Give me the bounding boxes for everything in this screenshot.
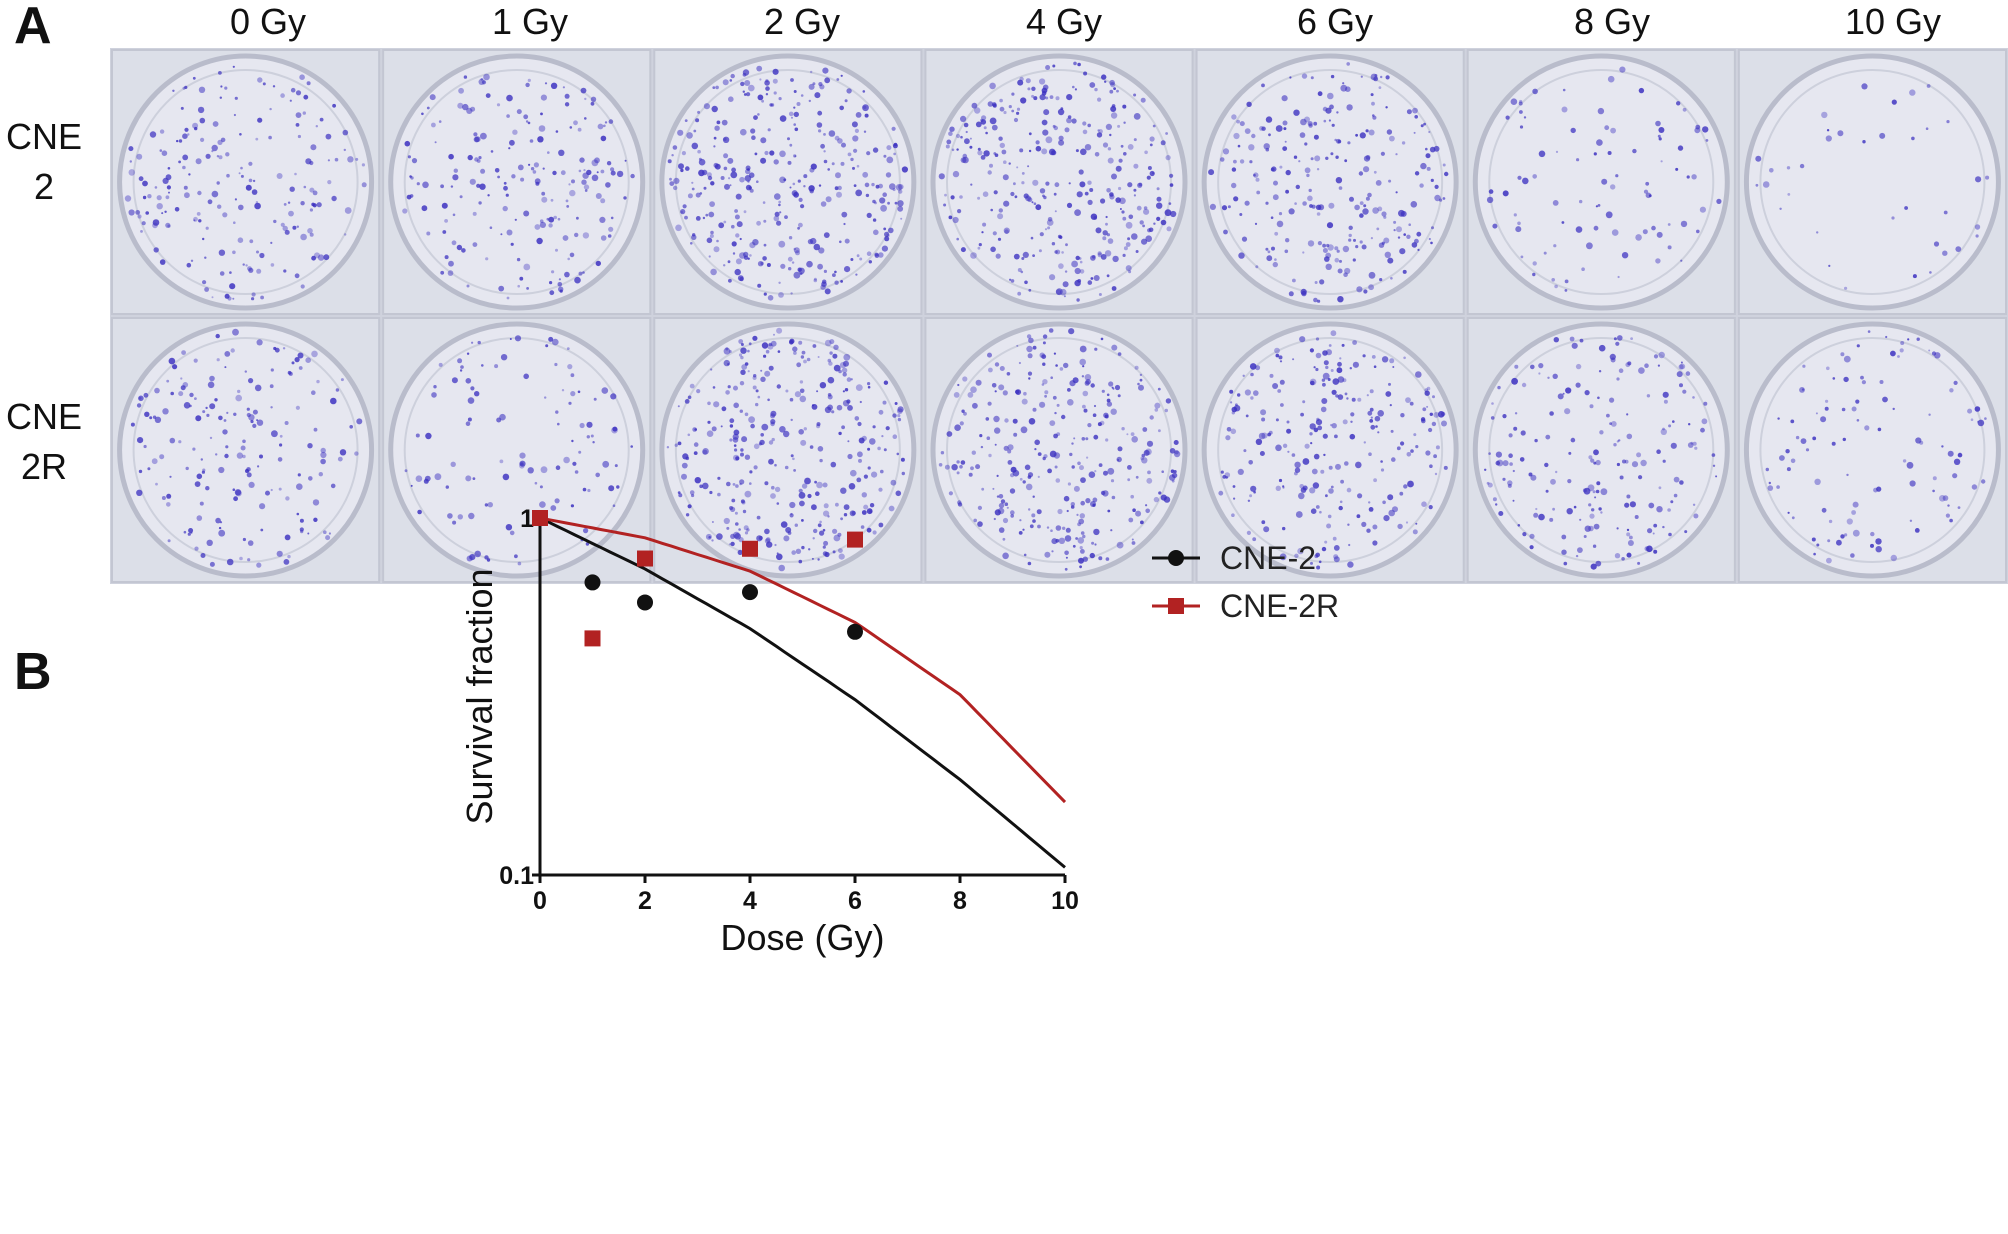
- dose-label-4: 6 Gy: [1296, 1, 1374, 42]
- data-point-cne-2: [742, 584, 758, 601]
- culture-dish: [388, 53, 646, 311]
- panel-a-letter: A: [14, 0, 52, 55]
- x-axis-title: Dose (Gy): [720, 917, 884, 958]
- y-tick-label: 0.1: [499, 862, 534, 890]
- culture-dish: [388, 321, 646, 579]
- row-label-line: 2R: [20, 446, 68, 487]
- x-tick-label: 6: [848, 887, 862, 915]
- data-point-cne-2r: [584, 630, 601, 647]
- row-label-line: 2: [33, 166, 55, 207]
- data-point-cne-2r: [847, 531, 863, 548]
- dose-label-6: 10 Gy: [1844, 1, 1942, 42]
- dose-label-5: 8 Gy: [1573, 1, 1651, 42]
- legend-marker: [1168, 550, 1184, 566]
- x-tick-label: 8: [953, 887, 967, 915]
- legend-label: CNE-2: [1220, 540, 1316, 576]
- y-tick-label: 1: [520, 505, 534, 533]
- row-label-line: CNE: [5, 116, 82, 157]
- dose-label-1: 1 Gy: [491, 1, 569, 42]
- culture-dish: [1472, 321, 1730, 579]
- y-axis-title: Survival fraction: [459, 568, 500, 824]
- data-point-cne-2r: [637, 550, 653, 567]
- x-tick-label: 10: [1051, 887, 1079, 915]
- data-point-cne-2r: [742, 540, 758, 557]
- dose-label-0: 0 Gy: [229, 1, 307, 42]
- dose-label-3: 4 Gy: [1025, 1, 1103, 42]
- fit-curve-cne-2: [539, 516, 1066, 869]
- legend-marker: [1168, 598, 1184, 614]
- fit-curve-cne-2r: [539, 516, 1067, 804]
- row-label-line: CNE: [5, 396, 82, 437]
- x-tick-label: 4: [743, 887, 757, 915]
- culture-dish: [117, 321, 375, 579]
- culture-dish: [1743, 53, 2001, 311]
- dose-label-2: 2 Gy: [763, 1, 841, 42]
- panel-b-letter: B: [14, 643, 52, 701]
- colony-dish-photograph: [110, 48, 2008, 584]
- data-point-cne-2: [584, 574, 601, 591]
- culture-dish: [1743, 321, 2001, 579]
- culture-dish: [117, 53, 375, 311]
- legend-label: CNE-2R: [1220, 588, 1339, 624]
- survival-chart: 0 2 4 6 8 10 0.1 1 CNE-2 CNE-2R Dose (Gy) Surviv…: [459, 505, 1339, 958]
- culture-dish: [659, 53, 917, 311]
- data-point-cne-2: [847, 623, 863, 640]
- culture-dish: [930, 53, 1188, 311]
- row-label-cne2r: CNE 2R: [0, 392, 88, 492]
- data-point-cne-2r: [532, 510, 548, 526]
- data-point-cne-2: [637, 594, 653, 611]
- x-tick-label: 0: [533, 887, 547, 915]
- row-label-cne2: CNE 2: [0, 112, 88, 212]
- x-tick-label: 2: [638, 887, 652, 915]
